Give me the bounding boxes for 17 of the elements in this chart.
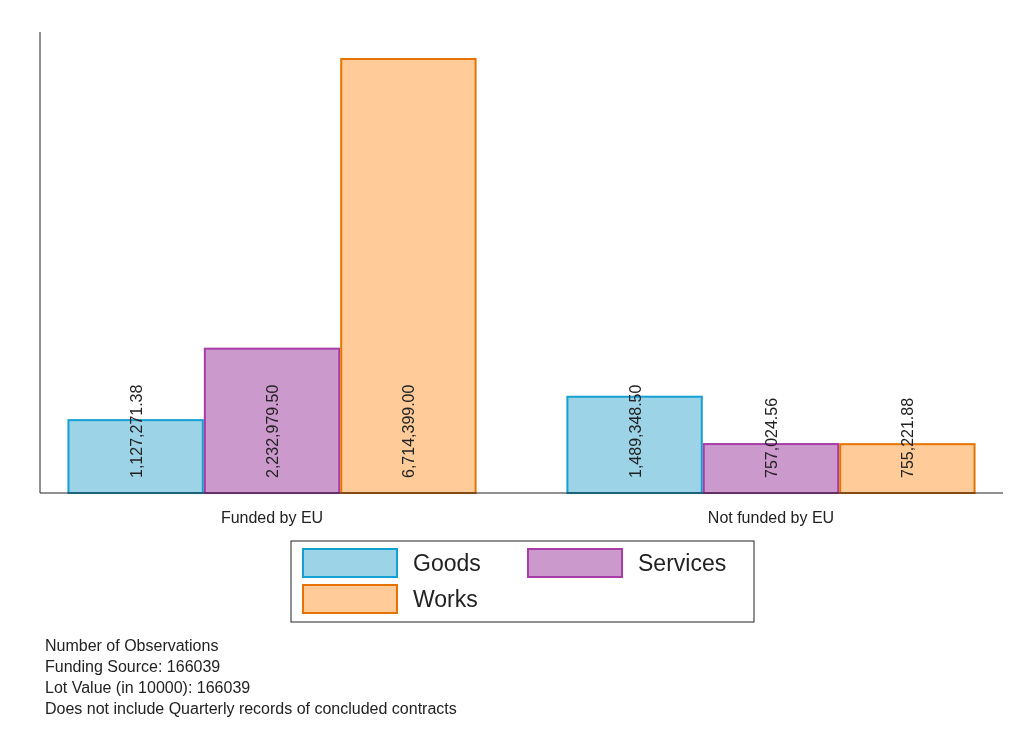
data-label: 1,127,271.38 (127, 384, 145, 478)
data-label: 6,714,399.00 (400, 384, 418, 478)
text: Funding Source: 166039 (45, 658, 221, 675)
legend-label: Services (638, 550, 727, 576)
text: Does not include Quarterly records of concluded contracts (45, 700, 457, 717)
text: Number of Observations (45, 637, 219, 654)
x-tick-label: Funded by EU (220, 509, 324, 526)
bar (203, 347, 341, 494)
text: Lot Value (in 10000): 166039 (45, 679, 251, 696)
legend-label: Works (413, 586, 478, 612)
legend-label: Goods (413, 550, 481, 576)
data-label: 757,024.56 (762, 397, 780, 478)
x-tick-label: Not funded by EU (707, 509, 835, 526)
data-label: 755,221.88 (899, 397, 917, 478)
bar (340, 58, 477, 494)
data-label: 1,489,348.50 (626, 384, 644, 478)
data-label: 2,232,979.50 (264, 384, 282, 478)
